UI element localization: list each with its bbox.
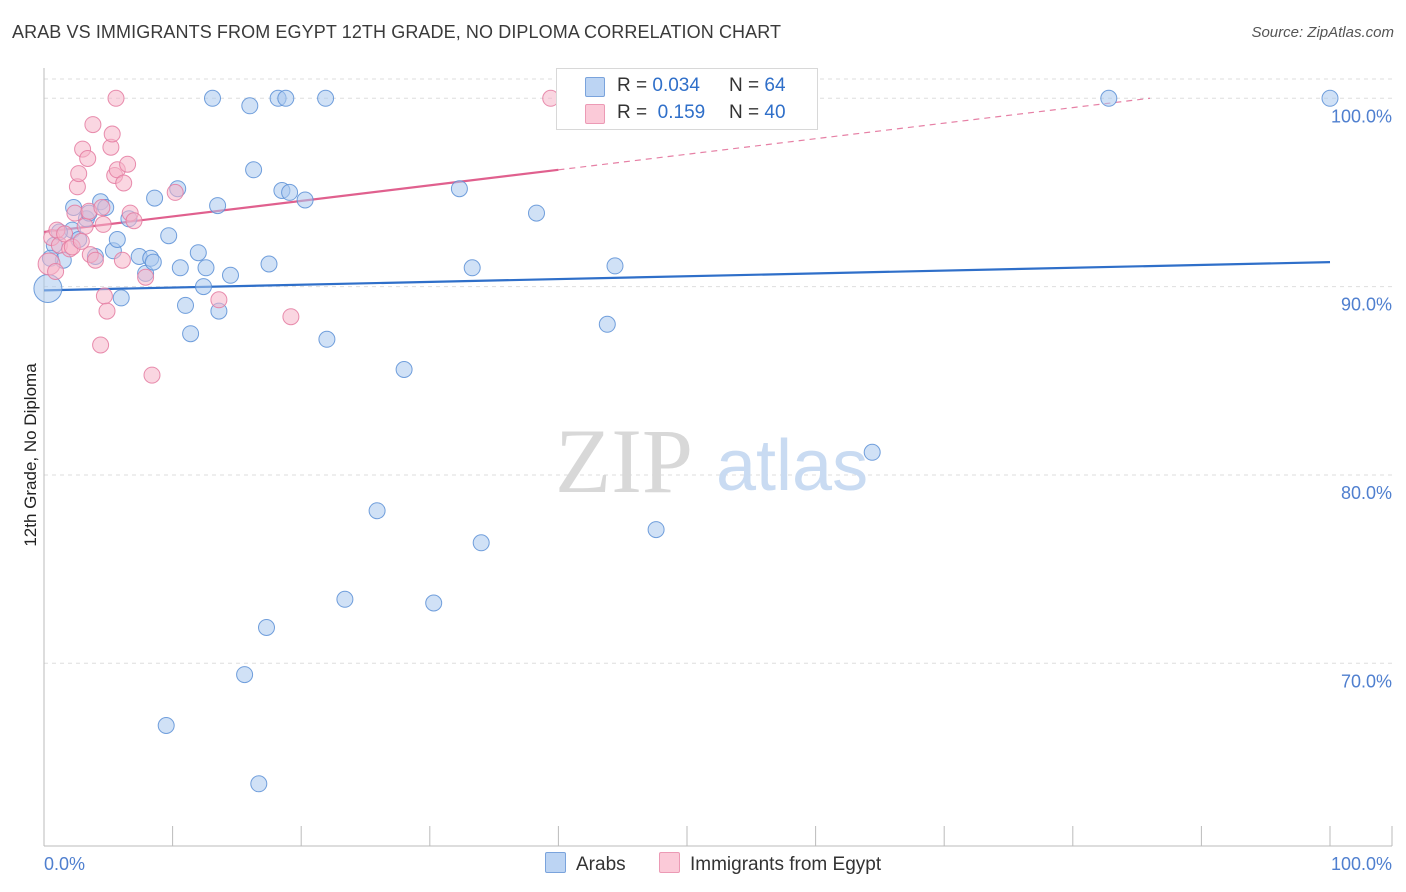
point-egypt <box>79 150 97 167</box>
point-arabs <box>863 443 881 461</box>
point-arabs <box>146 189 164 207</box>
point-arabs <box>197 259 215 277</box>
point-arabs <box>281 183 299 201</box>
point-egypt <box>107 89 125 107</box>
point-egypt <box>86 251 104 269</box>
point-egypt <box>98 302 116 320</box>
data-points <box>33 89 1339 793</box>
point-arabs <box>171 259 189 277</box>
point-egypt <box>95 287 113 305</box>
source-label: Source: ZipAtlas.com <box>1251 24 1394 41</box>
point-arabs <box>250 775 268 793</box>
tick-labels: 70.0% 80.0% 90.0% 100.0% 0.0% 100.0% <box>44 106 1392 874</box>
legend-row-arabs: R = 0.034 N = 64 <box>557 73 817 99</box>
chart-title: ARAB VS IMMIGRANTS FROM EGYPT 12TH GRADE… <box>12 22 782 42</box>
legend-r-egypt: R = 0.159 <box>617 102 706 123</box>
watermark-zip: ZIP <box>555 410 693 512</box>
bottom-legend-swatch-arabs <box>545 852 566 873</box>
axes <box>43 68 1393 847</box>
point-arabs <box>606 257 624 275</box>
y-axis-label: 12th Grade, No Diploma <box>21 363 40 547</box>
point-arabs <box>1321 89 1339 107</box>
point-egypt <box>113 251 131 269</box>
point-egypt <box>94 215 112 233</box>
point-arabs <box>260 255 278 273</box>
point-arabs <box>368 502 386 520</box>
point-egypt <box>72 232 90 250</box>
point-arabs <box>236 666 254 684</box>
point-egypt <box>47 263 65 280</box>
legend-row-egypt: R = 0.159 N = 40 <box>557 100 817 126</box>
point-arabs <box>222 266 239 284</box>
point-arabs <box>195 278 212 296</box>
point-egypt <box>103 125 121 143</box>
x-tick-label: 0.0% <box>44 854 85 874</box>
point-egypt <box>66 204 84 222</box>
point-arabs <box>450 180 468 198</box>
point-arabs <box>182 325 200 343</box>
point-arabs <box>204 89 221 107</box>
point-arabs <box>177 296 194 314</box>
point-arabs <box>112 289 130 307</box>
point-egypt <box>210 291 228 309</box>
watermark-atlas: atlas <box>716 426 868 506</box>
y-tick-label: 100.0% <box>1331 106 1392 126</box>
legend-r-arabs: R = 0.034 <box>617 75 700 96</box>
point-egypt <box>76 217 94 235</box>
point-arabs <box>395 361 413 378</box>
bottom-legend-egypt: Immigrants from Egypt <box>659 852 881 876</box>
y-tick-label: 80.0% <box>1341 483 1392 503</box>
watermark: ZIP atlas <box>555 410 868 512</box>
point-arabs <box>241 97 259 115</box>
point-arabs <box>598 315 616 333</box>
point-egypt <box>56 225 74 243</box>
point-egypt <box>282 308 300 326</box>
trend-line-egypt-extension <box>558 97 1151 171</box>
legend-swatch-arabs <box>585 77 605 97</box>
legend-n-egypt: N = 40 <box>729 102 786 123</box>
point-arabs <box>317 89 335 107</box>
point-arabs <box>258 619 275 636</box>
point-egypt <box>70 165 88 183</box>
point-egypt <box>119 155 137 173</box>
correlation-legend: R = 0.034 N = 64 R = 0.159 N = 40 <box>556 68 818 130</box>
legend-n-arabs: N = 64 <box>729 75 786 96</box>
y-tick-label: 70.0% <box>1341 671 1392 691</box>
point-arabs <box>189 244 207 262</box>
point-egypt <box>92 336 110 354</box>
point-egypt <box>93 199 111 216</box>
point-arabs <box>336 590 354 608</box>
point-egypt <box>143 366 161 384</box>
point-arabs <box>160 227 178 245</box>
bottom-legend-arabs: Arabs <box>545 852 626 876</box>
point-arabs <box>296 191 314 209</box>
point-arabs <box>1100 89 1118 107</box>
point-arabs <box>318 330 336 348</box>
point-arabs <box>528 204 545 222</box>
point-arabs <box>463 259 481 277</box>
point-egypt <box>137 268 155 286</box>
point-egypt <box>84 116 102 134</box>
point-arabs <box>472 534 490 552</box>
point-arabs <box>647 521 665 539</box>
point-arabs <box>209 197 227 215</box>
point-arabs <box>277 89 295 107</box>
point-egypt <box>166 183 184 201</box>
point-arabs <box>157 717 175 734</box>
point-arabs <box>245 161 263 179</box>
point-egypt <box>125 212 143 230</box>
point-egypt <box>115 174 133 192</box>
point-arabs <box>144 253 162 271</box>
x-tick-label: 100.0% <box>1331 854 1392 874</box>
trend-line-arabs <box>43 261 1331 292</box>
point-arabs <box>425 594 443 612</box>
point-arabs <box>108 231 126 248</box>
bottom-legend-swatch-egypt <box>659 852 680 873</box>
y-tick-label: 90.0% <box>1341 295 1392 315</box>
legend-swatch-egypt <box>585 104 605 124</box>
